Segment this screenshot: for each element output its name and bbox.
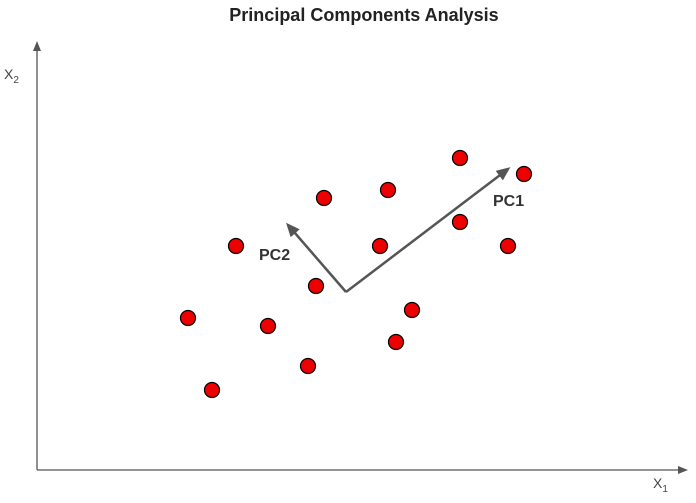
data-point [451, 213, 469, 231]
data-point [379, 181, 397, 199]
pc1-arrow [345, 167, 511, 293]
data-point [387, 333, 405, 351]
data-point [307, 277, 325, 295]
y-axis-label-sub: 2 [13, 75, 19, 86]
pc1-label: PC1 [493, 193, 524, 210]
pc2-arrow [286, 222, 347, 293]
x-axis-label-main: X [653, 475, 663, 491]
pc2-label: PC2 [259, 247, 290, 264]
x-axis-label: X1 [653, 475, 668, 495]
data-point [203, 381, 221, 399]
x-axis-label-sub: 1 [662, 484, 668, 495]
data-point [315, 189, 333, 207]
data-point [403, 301, 421, 319]
y-axis-label: X2 [4, 66, 19, 86]
data-point [499, 237, 517, 255]
data-point [299, 357, 317, 375]
data-point [179, 309, 197, 327]
data-point [371, 237, 389, 255]
data-points [179, 149, 533, 399]
y-axis-label-main: X [4, 66, 14, 82]
data-point [515, 165, 533, 183]
data-point [259, 317, 277, 335]
diagram-title: Principal Components Analysis [229, 5, 498, 25]
data-point [227, 237, 245, 255]
data-point [451, 149, 469, 167]
